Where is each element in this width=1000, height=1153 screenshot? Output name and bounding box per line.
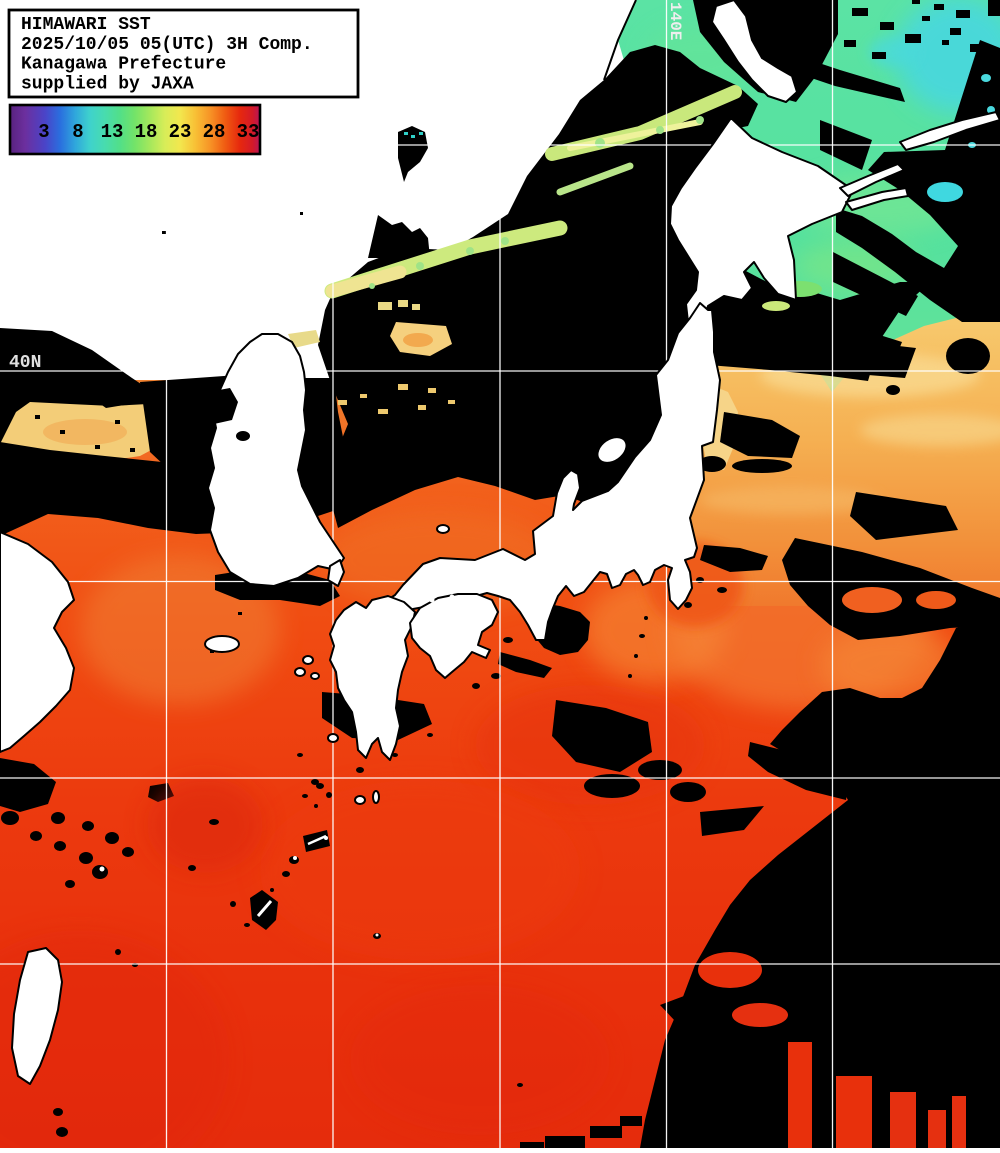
svg-text:28: 28 xyxy=(203,121,226,143)
svg-text:40N: 40N xyxy=(9,353,41,373)
svg-text:3: 3 xyxy=(38,121,49,143)
svg-text:HIMAWARI SST: HIMAWARI SST xyxy=(21,15,151,35)
svg-text:Kanagawa Prefecture: Kanagawa Prefecture xyxy=(21,55,226,75)
svg-text:13: 13 xyxy=(101,121,124,143)
svg-text:23: 23 xyxy=(169,121,192,143)
svg-text:140E: 140E xyxy=(666,2,684,40)
svg-text:2025/10/05 05(UTC) 3H Comp.: 2025/10/05 05(UTC) 3H Comp. xyxy=(21,35,313,55)
svg-text:18: 18 xyxy=(135,121,158,143)
svg-text:8: 8 xyxy=(72,121,83,143)
svg-text:supplied by JAXA: supplied by JAXA xyxy=(21,74,194,94)
svg-text:33: 33 xyxy=(237,121,260,143)
